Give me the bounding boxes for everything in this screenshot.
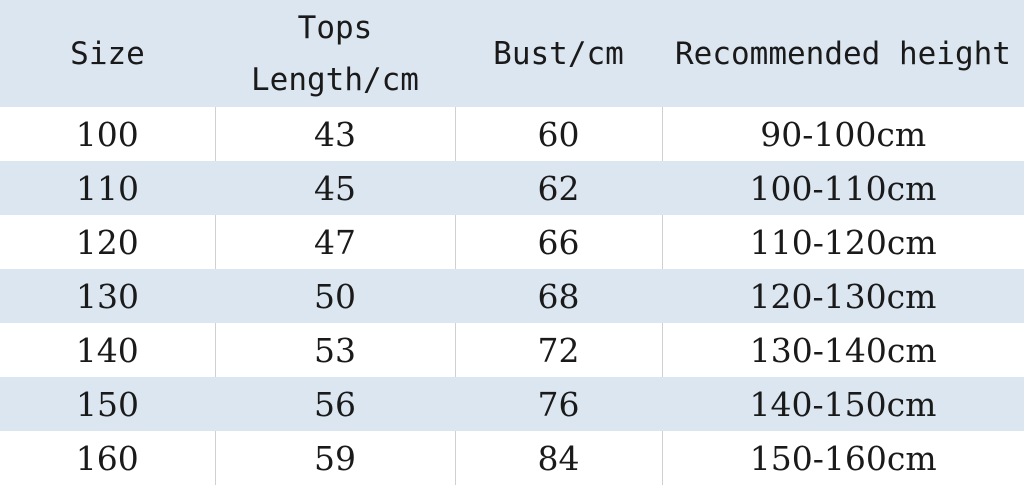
cell-recommended-height: 110-120cm: [661, 215, 1024, 269]
cell-size: 110: [0, 161, 215, 215]
table-row: 140 53 72 130-140cm: [0, 323, 1024, 377]
header-size: Size: [0, 0, 215, 107]
header-row: Size Tops Length/cm Bust/cm Recommended …: [0, 0, 1024, 107]
cell-bust: 62: [455, 161, 662, 215]
cell-size: 150: [0, 377, 215, 431]
cell-tops-length: 45: [215, 161, 455, 215]
cell-recommended-height: 140-150cm: [662, 377, 1024, 431]
table-row: 130 50 68 120-130cm: [0, 269, 1024, 323]
table-row: 110 45 62 100-110cm: [0, 161, 1024, 215]
cell-bust: 76: [455, 377, 662, 431]
cell-tops-length: 56: [215, 377, 455, 431]
header-tops-length: Tops Length/cm: [215, 0, 455, 107]
cell-recommended-height: 120-130cm: [662, 269, 1024, 323]
header-bust: Bust/cm: [455, 0, 662, 107]
cell-size: 130: [0, 269, 215, 323]
cell-tops-length: 47: [214, 215, 455, 269]
cell-recommended-height: 130-140cm: [661, 323, 1024, 377]
table-row: 150 56 76 140-150cm: [0, 377, 1024, 431]
table-row: 100 43 60 90-100cm: [0, 107, 1024, 161]
cell-tops-length: 43: [214, 107, 455, 161]
table-row: 120 47 66 110-120cm: [0, 215, 1024, 269]
cell-bust: 68: [455, 269, 662, 323]
cell-recommended-height: 90-100cm: [661, 107, 1024, 161]
cell-size: 120: [0, 215, 215, 269]
cell-size: 160: [0, 431, 215, 485]
header-recommended-height: Recommended height: [662, 0, 1024, 107]
cell-recommended-height: 100-110cm: [662, 161, 1024, 215]
cell-tops-length: 53: [214, 323, 455, 377]
cell-recommended-height: 150-160cm: [661, 431, 1024, 485]
cell-bust: 66: [454, 215, 662, 269]
cell-size: 140: [0, 323, 215, 377]
table-row: 160 59 84 150-160cm: [0, 431, 1024, 485]
cell-size: 100: [0, 107, 215, 161]
cell-bust: 60: [454, 107, 662, 161]
cell-bust: 72: [454, 323, 662, 377]
cell-tops-length: 50: [215, 269, 455, 323]
cell-bust: 84: [454, 431, 662, 485]
cell-tops-length: 59: [214, 431, 455, 485]
